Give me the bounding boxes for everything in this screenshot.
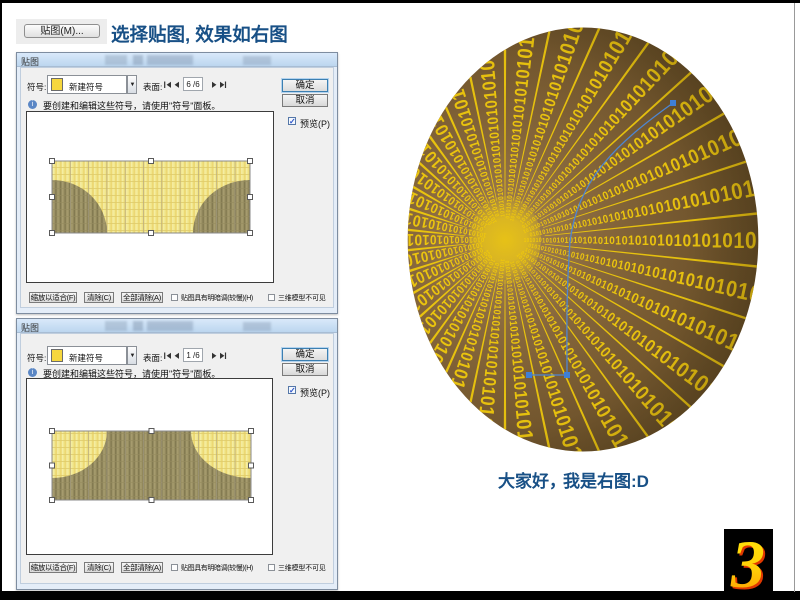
svg-text:1: 1 (757, 227, 769, 255)
svg-text:3: 3 (732, 528, 767, 600)
svg-text:3: 3 (730, 526, 765, 600)
